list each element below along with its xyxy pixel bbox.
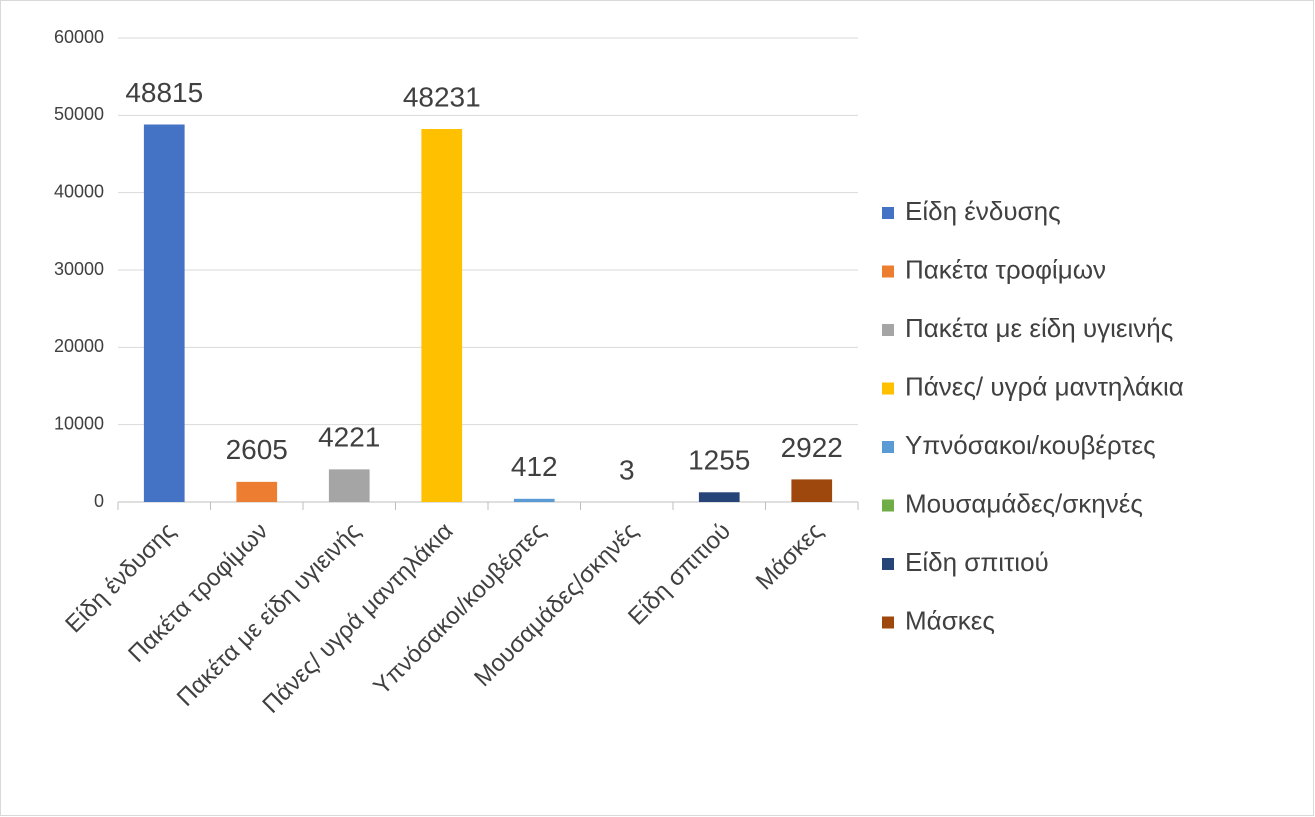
- legend-swatch: [882, 265, 894, 278]
- bar: [421, 129, 463, 502]
- legend-label: Είδη ένδυσης: [905, 196, 1061, 226]
- bar: [513, 498, 555, 502]
- legend-swatch: [882, 499, 894, 512]
- bar: [698, 492, 740, 502]
- legend-swatch: [882, 558, 894, 570]
- y-tick-label: 50000: [54, 104, 104, 124]
- legend-swatch: [882, 616, 894, 629]
- y-tick-label: 30000: [54, 259, 104, 279]
- legend-label: Πάνες/ υγρά μαντηλάκια: [905, 371, 1184, 401]
- data-label: 1255: [688, 445, 750, 476]
- data-label: 48231: [403, 81, 481, 112]
- legend-swatch: [882, 324, 894, 336]
- data-label: 2605: [226, 434, 288, 465]
- legend-label: Μάσκες: [905, 605, 995, 635]
- legend-label: Πακέτα με είδη υγιεινής: [905, 313, 1173, 343]
- bar: [791, 479, 833, 502]
- data-label: 48815: [125, 77, 203, 108]
- legend-swatch: [882, 441, 894, 453]
- legend-label: Μουσαμάδες/σκηνές: [905, 488, 1143, 518]
- y-tick-label: 40000: [54, 181, 104, 201]
- y-tick-label: 10000: [54, 413, 104, 433]
- bar: [143, 124, 185, 503]
- legend-swatch: [882, 382, 894, 395]
- data-label: 4221: [318, 422, 380, 453]
- y-tick-label: 60000: [54, 27, 104, 47]
- legend-label: Είδη σπιτιού: [905, 547, 1049, 577]
- legend-label: Υπνόσακοι/κουβέρτες: [905, 430, 1156, 460]
- bar: [236, 481, 278, 502]
- bar: [328, 469, 370, 502]
- y-tick-label: 0: [94, 491, 104, 511]
- legend-label: Πακέτα τροφίμων: [905, 254, 1106, 284]
- data-label: 412: [511, 451, 558, 482]
- y-tick-label: 20000: [54, 336, 104, 356]
- legend-swatch: [882, 207, 894, 219]
- data-label: 2922: [781, 432, 843, 463]
- data-label: 3: [619, 454, 635, 485]
